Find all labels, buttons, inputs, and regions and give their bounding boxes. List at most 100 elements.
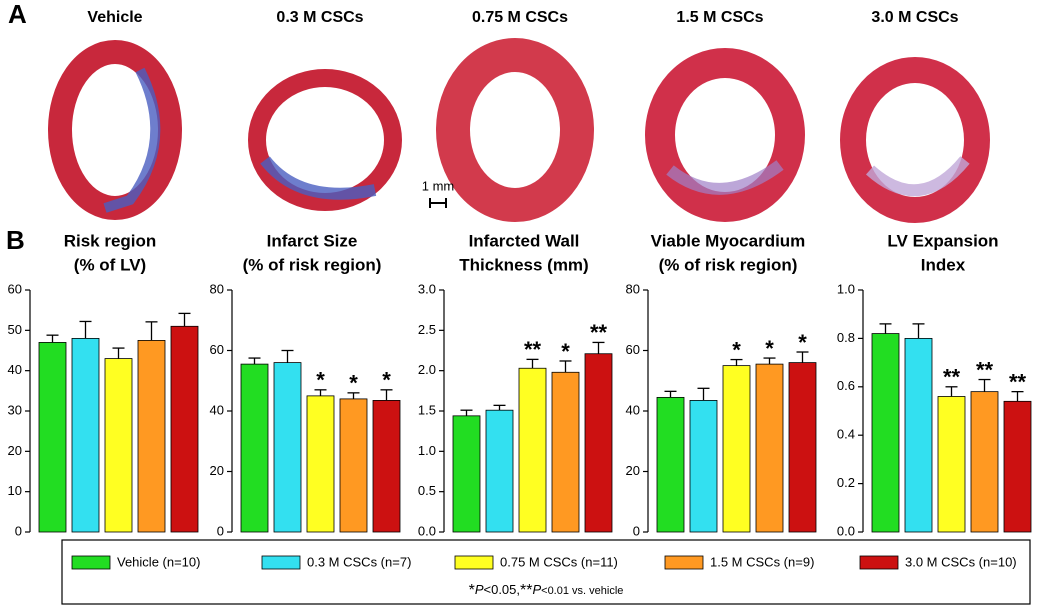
- heart-section: [436, 38, 594, 222]
- bar: [755, 363, 784, 533]
- y-tick-label: 0: [217, 523, 224, 538]
- significance: *: [349, 371, 358, 396]
- bar: [38, 342, 67, 533]
- scale-bar-label: 1 mm: [422, 178, 455, 193]
- legend-swatch: [454, 555, 494, 570]
- chart-title: Infarcted Wall: [469, 231, 580, 250]
- heart-scar: [666, 160, 784, 195]
- y-tick-label: 10: [8, 483, 22, 498]
- y-tick-label: 50: [8, 322, 22, 337]
- significance: *: [561, 339, 570, 364]
- y-tick-label: 60: [210, 342, 224, 357]
- legend-swatch: [261, 555, 301, 570]
- image-label: 1.5 M CSCs: [676, 9, 763, 26]
- significance: **: [590, 320, 608, 345]
- chart-title: (% of risk region): [659, 255, 798, 274]
- heart-section: [248, 69, 402, 211]
- panel-label: B: [6, 225, 25, 255]
- y-tick-label: 1.5: [418, 402, 436, 417]
- significance: **: [943, 365, 961, 390]
- bar: [485, 409, 514, 533]
- significance: *: [382, 368, 391, 393]
- y-tick-label: 30: [8, 402, 22, 417]
- y-tick-label: 80: [210, 281, 224, 296]
- scale-bar: [429, 198, 447, 208]
- image-label: Vehicle: [87, 9, 142, 26]
- bar: [372, 400, 401, 533]
- y-tick-label: 2.0: [418, 362, 436, 377]
- chart-title: (% of LV): [74, 255, 146, 274]
- bar: [722, 365, 751, 533]
- heart-section: [840, 57, 990, 223]
- y-tick-label: 60: [8, 281, 22, 296]
- bar: [904, 337, 933, 533]
- bar: [656, 396, 685, 533]
- y-tick-label: 0.0: [418, 523, 436, 538]
- heart-scar: [865, 156, 970, 197]
- significance: **: [1009, 369, 1027, 394]
- chart-title: Infarct Size: [267, 231, 358, 250]
- significance: **: [524, 337, 542, 362]
- y-tick-label: 20: [626, 463, 640, 478]
- y-tick-label: 0.0: [837, 523, 855, 538]
- legend-box: [61, 539, 1031, 605]
- footnote-part: *: [469, 582, 475, 599]
- y-tick-label: 0.2: [837, 475, 855, 490]
- chart-title: LV Expansion: [887, 231, 998, 250]
- bar: [788, 362, 817, 533]
- y-tick-label: 1.0: [837, 281, 855, 296]
- heart-scar: [260, 156, 377, 200]
- panel-label: A: [8, 0, 27, 29]
- y-tick-label: 0.6: [837, 378, 855, 393]
- legend-label: 0.3 M CSCs (n=7): [307, 554, 411, 569]
- legend-swatch: [859, 555, 899, 570]
- legend-swatch: [71, 555, 111, 570]
- legend-swatch: [664, 555, 704, 570]
- chart-title: (% of risk region): [243, 255, 382, 274]
- chart-title: Viable Myocardium: [651, 231, 806, 250]
- chart-title: Index: [921, 255, 966, 274]
- bar: [137, 340, 166, 533]
- bar: [170, 325, 199, 533]
- image-label: 0.3 M CSCs: [276, 9, 363, 26]
- y-tick-label: 80: [626, 281, 640, 296]
- y-tick-label: 0: [15, 523, 22, 538]
- legend-label: 3.0 M CSCs (n=10): [905, 554, 1017, 569]
- y-tick-label: 0: [633, 523, 640, 538]
- y-tick-label: 20: [8, 443, 22, 458]
- bar: [689, 400, 718, 533]
- bar: [584, 353, 613, 533]
- bar: [937, 396, 966, 533]
- footnote-part: <0.01 vs. vehicle: [541, 585, 623, 597]
- bar: [1003, 400, 1032, 533]
- image-label: 0.75 M CSCs: [472, 9, 568, 26]
- y-tick-label: 40: [8, 362, 22, 377]
- bar: [306, 395, 335, 533]
- legend-label: 1.5 M CSCs (n=9): [710, 554, 814, 569]
- heart-scar: [103, 67, 161, 213]
- footnote: *P<0.05,**P<0.01 vs. vehicle: [469, 582, 624, 599]
- footnote-part: P: [475, 582, 484, 597]
- significance: *: [732, 337, 741, 362]
- y-tick-label: 0.5: [418, 483, 436, 498]
- bar: [339, 398, 368, 533]
- bar: [551, 371, 580, 533]
- footnote-part: P: [532, 582, 541, 597]
- y-tick-label: 2.5: [418, 322, 436, 337]
- bar: [871, 333, 900, 533]
- significance: *: [798, 330, 807, 355]
- bar: [970, 391, 999, 533]
- bar: [104, 358, 133, 533]
- chart-title: Thickness (mm): [459, 255, 588, 274]
- bar: [71, 337, 100, 533]
- legend-label: 0.75 M CSCs (n=11): [500, 554, 618, 569]
- y-tick-label: 1.0: [418, 443, 436, 458]
- y-tick-label: 3.0: [418, 281, 436, 296]
- footnote-part: <0.05,: [484, 582, 521, 597]
- y-tick-label: 60: [626, 342, 640, 357]
- bar: [452, 415, 481, 533]
- y-tick-label: 40: [210, 402, 224, 417]
- bar: [240, 363, 269, 533]
- significance: *: [765, 336, 774, 361]
- significance: **: [976, 357, 994, 382]
